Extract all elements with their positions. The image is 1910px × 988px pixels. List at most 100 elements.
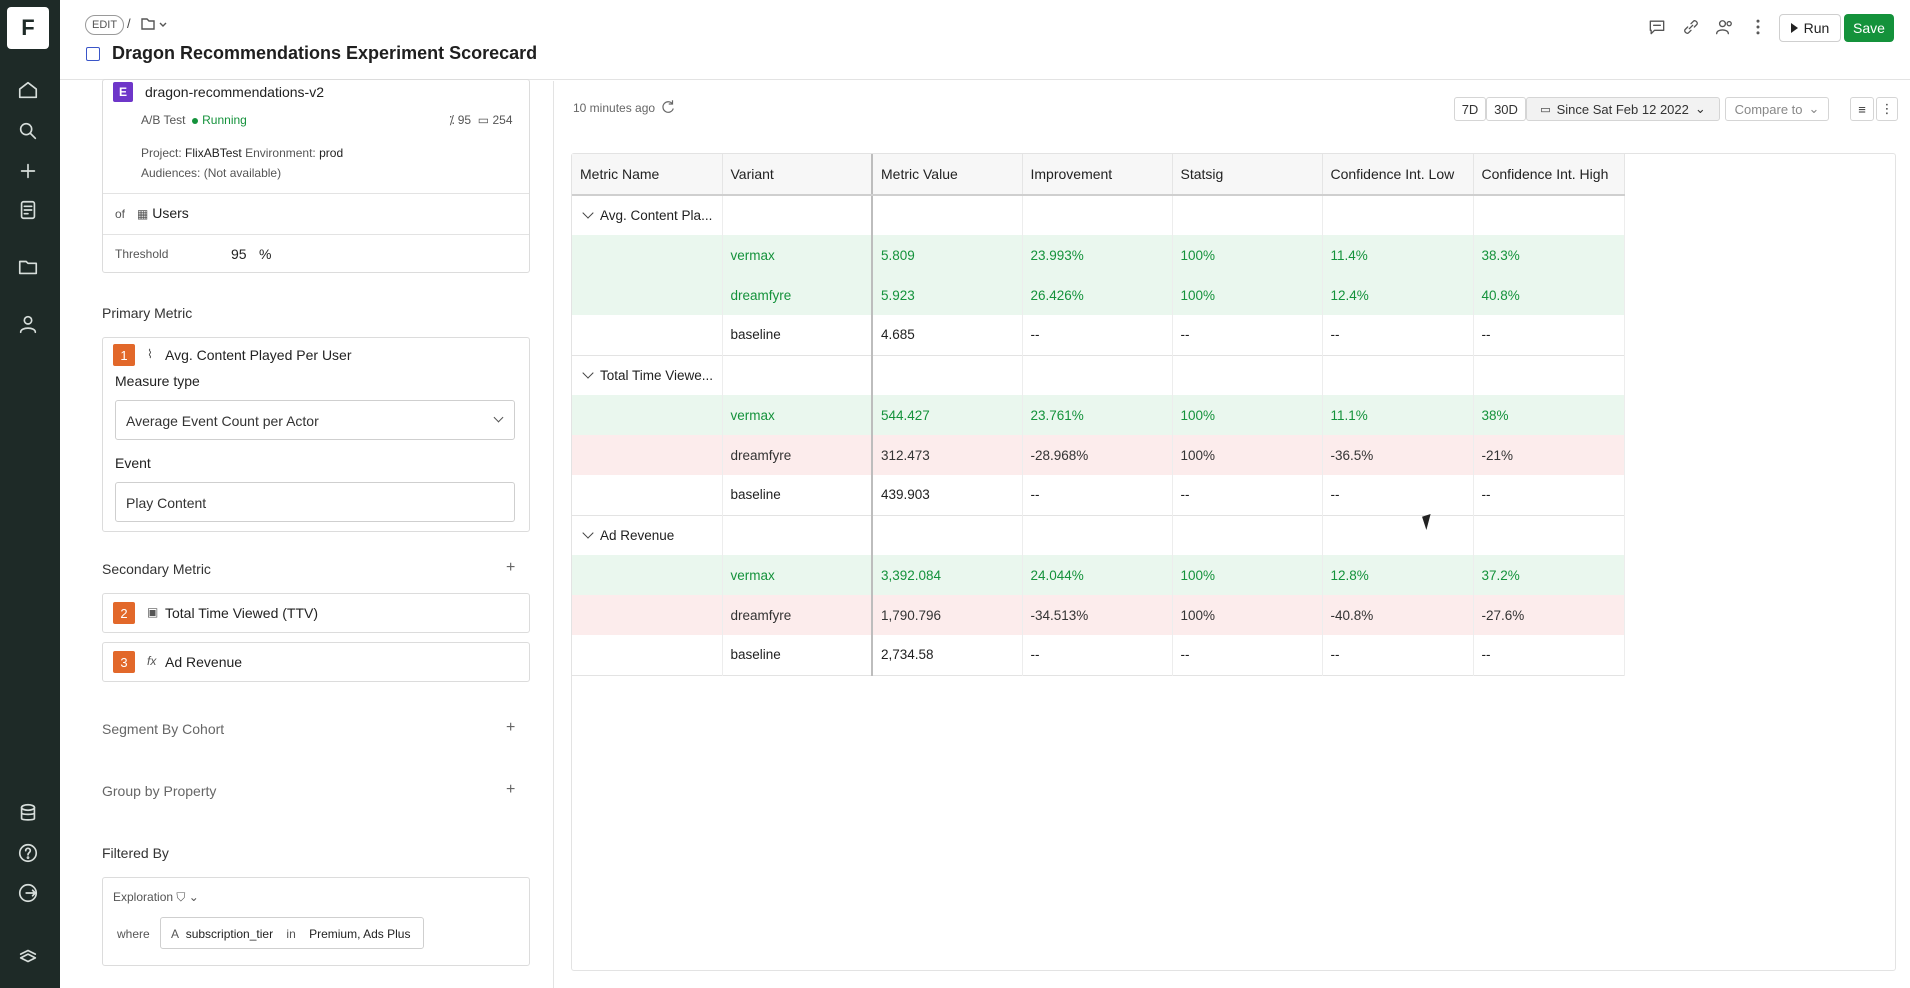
table-cell: 3,392.084 — [872, 555, 1023, 595]
page-title[interactable]: Dragon Recommendations Experiment Scorec… — [112, 43, 538, 63]
table-cell — [572, 635, 723, 675]
table-cell — [1022, 355, 1173, 395]
edit-badge[interactable]: EDIT — [85, 15, 125, 35]
more-vertical-icon[interactable]: ⋮ — [1876, 97, 1898, 121]
chevron-down-icon[interactable] — [582, 207, 594, 219]
metric-group-cell[interactable]: Ad Revenue — [572, 515, 723, 555]
user-icon[interactable] — [17, 313, 39, 335]
metric-group-row[interactable]: Ad Revenue — [572, 515, 1625, 555]
metric-group-name: Ad Revenue — [600, 527, 675, 543]
folder-icon[interactable] — [17, 256, 39, 278]
table-cell: 37.2% — [1473, 555, 1625, 595]
column-header[interactable]: Metric Value — [872, 154, 1023, 196]
measure-type-label: Measure type — [115, 373, 200, 389]
app-logo[interactable]: F — [7, 7, 49, 49]
primary-metric-name[interactable]: Avg. Content Played Per User — [165, 347, 352, 363]
experiment-type-badge: E — [113, 82, 133, 102]
header: EDIT / Dragon Recommendations Experiment… — [60, 0, 1910, 80]
column-header[interactable]: Confidence Int. Low — [1322, 154, 1474, 196]
filter-lines-icon[interactable]: ≡ — [1850, 97, 1874, 121]
table-cell — [1473, 355, 1625, 395]
secondary-metric-item[interactable]: 3 fx Ad Revenue — [102, 642, 530, 682]
chevron-down-icon[interactable] — [582, 527, 594, 539]
experiment-name[interactable]: dragon-recommendations-v2 — [145, 84, 324, 100]
segment-by-cohort-heading[interactable]: Segment By Cohort — [102, 721, 225, 737]
plus-icon[interactable] — [17, 160, 39, 182]
table-cell: -- — [1322, 315, 1474, 355]
column-header[interactable]: Variant — [722, 154, 873, 196]
more-vertical-icon[interactable] — [1748, 17, 1768, 37]
home-icon[interactable] — [17, 79, 39, 101]
breadcrumb-separator: / — [127, 16, 131, 31]
project-label: Project: — [141, 146, 182, 160]
table-cell: 24.044% — [1022, 555, 1173, 595]
formula-icon: fx — [147, 654, 157, 668]
compare-to-label: Compare to — [1734, 101, 1803, 117]
comment-icon[interactable] — [1647, 17, 1667, 37]
run-button[interactable]: Run — [1779, 14, 1841, 42]
of-label: of — [115, 207, 126, 221]
table-cell: 312.473 — [872, 435, 1023, 475]
database-icon[interactable] — [17, 802, 39, 824]
table-cell: 12.4% — [1322, 275, 1474, 315]
column-header[interactable]: Statsig — [1172, 154, 1323, 196]
table-row: baseline 2,734.58 -- -- -- -- — [572, 635, 1625, 675]
table-icon: ▦ — [137, 207, 149, 221]
threshold-unit: % — [259, 246, 272, 262]
table-cell — [572, 435, 723, 475]
metric-group-cell[interactable]: Total Time Viewe... — [572, 355, 723, 395]
table-cell: -- — [1322, 475, 1474, 515]
table-cell — [722, 195, 873, 235]
table-cell — [1322, 355, 1474, 395]
table-cell — [1322, 515, 1474, 555]
link-icon[interactable] — [1681, 17, 1701, 37]
event-select[interactable]: Play Content — [115, 482, 515, 522]
search-icon[interactable] — [17, 120, 39, 142]
column-header[interactable]: Improvement — [1022, 154, 1173, 196]
table-cell: vermax — [722, 235, 873, 275]
share-users-icon[interactable] — [1715, 17, 1735, 37]
table-cell: -- — [1022, 635, 1173, 675]
compare-to-select[interactable]: Compare to ⌄ — [1725, 97, 1829, 121]
table-cell — [1473, 515, 1625, 555]
play-icon — [1790, 23, 1798, 33]
column-header[interactable]: Metric Name — [572, 154, 723, 196]
refresh-icon[interactable] — [659, 98, 677, 116]
divider — [103, 193, 529, 194]
table-cell: 26.426% — [1022, 275, 1173, 315]
logout-icon[interactable] — [17, 882, 39, 904]
metric-group-row[interactable]: Total Time Viewe... — [572, 355, 1625, 395]
table-cell: baseline — [722, 475, 873, 515]
help-icon[interactable] — [17, 842, 39, 864]
measure-type-value: Average Event Count per Actor — [126, 413, 319, 429]
folder-breadcrumb-icon[interactable] — [140, 15, 170, 35]
table-cell: 100% — [1172, 235, 1323, 275]
add-group-icon[interactable]: + — [506, 781, 516, 798]
measure-type-select[interactable]: Average Event Count per Actor — [115, 400, 515, 440]
table-cell — [572, 315, 723, 355]
chevron-down-icon[interactable] — [582, 367, 594, 379]
config-panel: E dragon-recommendations-v2 A/B Test Run… — [60, 79, 554, 988]
reports-icon[interactable] — [17, 199, 39, 221]
secondary-metric-item[interactable]: 2 ▣ Total Time Viewed (TTV) — [102, 593, 530, 633]
environment-value: prod — [319, 146, 344, 160]
metric-group-cell[interactable]: Avg. Content Pla... — [572, 195, 723, 235]
date-range-select[interactable]: ▭ Since Sat Feb 12 2022 ⌄ — [1526, 97, 1720, 121]
range-7d-button[interactable]: 7D — [1454, 97, 1486, 121]
exploration-dropdown[interactable]: Exploration ⛉ ⌄ — [113, 890, 199, 905]
workspace-icon[interactable] — [17, 945, 39, 967]
chart-metric-icon: ▣ — [147, 605, 159, 619]
column-header[interactable]: Confidence Int. High — [1473, 154, 1625, 196]
unit-selector[interactable]: ▦ Users — [137, 205, 189, 221]
table-cell: 12.8% — [1322, 555, 1474, 595]
add-cohort-icon[interactable]: + — [506, 719, 516, 736]
range-30d-button[interactable]: 30D — [1486, 97, 1526, 121]
chevron-down-icon — [493, 412, 504, 423]
threshold-input[interactable]: 95 — [231, 246, 247, 262]
filter-condition[interactable]: A subscription_tier in Premium, Ads Plus — [160, 917, 424, 949]
group-by-property-heading[interactable]: Group by Property — [102, 783, 217, 799]
save-button[interactable]: Save — [1844, 14, 1894, 42]
add-secondary-metric-icon[interactable]: + — [506, 559, 516, 576]
metric-group-row[interactable]: Avg. Content Pla... — [572, 195, 1625, 235]
table-cell: -- — [1172, 315, 1323, 355]
